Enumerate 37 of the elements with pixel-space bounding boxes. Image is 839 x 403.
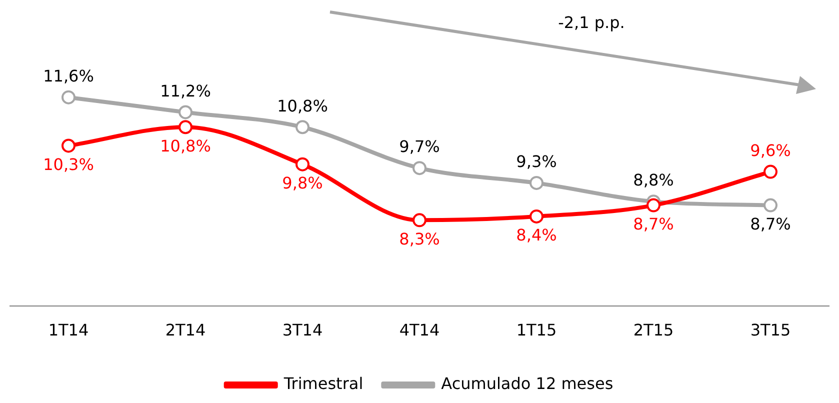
legend-label: Trimestral bbox=[282, 374, 364, 394]
x-tick-label: 3T14 bbox=[282, 320, 323, 340]
point bbox=[764, 164, 778, 179]
data-label: 10,8% bbox=[277, 96, 328, 116]
data-label: 8,4% bbox=[516, 226, 557, 245]
data-label: 8,3% bbox=[399, 229, 440, 248]
data-label: 9,8% bbox=[282, 174, 323, 192]
x-tick-label: 1T14 bbox=[48, 320, 89, 340]
point bbox=[530, 209, 544, 224]
point bbox=[62, 90, 76, 104]
point bbox=[296, 157, 310, 172]
text: -2,1 p.p. bbox=[558, 13, 625, 32]
point bbox=[178, 105, 192, 120]
x-tick-label: 1T15 bbox=[516, 320, 557, 340]
data-label: 9,3% bbox=[516, 152, 557, 172]
point bbox=[296, 120, 310, 134]
point bbox=[646, 198, 660, 212]
x-tick-label: 2T14 bbox=[165, 320, 206, 340]
point bbox=[530, 176, 544, 190]
x-tick-label: 4T14 bbox=[399, 320, 440, 340]
data-label: 8,7% bbox=[633, 214, 674, 234]
point bbox=[764, 198, 778, 212]
point bbox=[412, 161, 426, 176]
data-label: 9,7% bbox=[399, 137, 440, 156]
data-label: 8,8% bbox=[633, 170, 674, 190]
data-label: 8,7% bbox=[750, 214, 791, 234]
x-tick-label: 2T15 bbox=[633, 320, 674, 340]
point bbox=[62, 138, 76, 153]
data-label: 10,8% bbox=[160, 136, 211, 156]
data-label: 10,3% bbox=[43, 154, 94, 174]
x-tick-label: 3T15 bbox=[750, 320, 791, 340]
data-label: 9,6% bbox=[750, 140, 791, 160]
data-label: 11,2% bbox=[160, 81, 211, 100]
point bbox=[178, 120, 192, 134]
data-label: 11,6% bbox=[43, 66, 94, 86]
point bbox=[412, 213, 426, 228]
legend-label: Acumulado 12 meses bbox=[441, 374, 614, 394]
